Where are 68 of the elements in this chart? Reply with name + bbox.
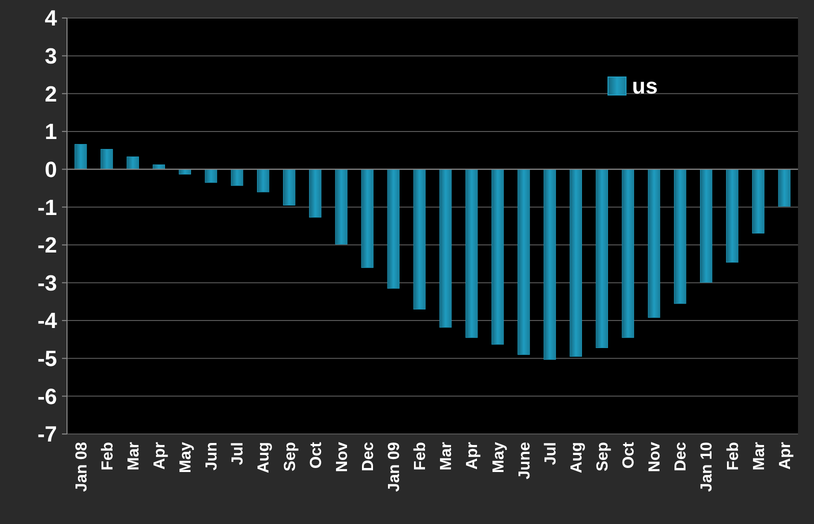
y-tick-label: -6 [37,384,57,409]
bar [726,169,738,263]
bar [126,156,139,170]
x-tick-label: Apr [776,442,794,470]
x-tick-label: Apr [151,442,168,470]
x-tick-label: Jan 09 [386,442,404,492]
bar [335,169,348,244]
y-tick-label: 1 [44,119,57,144]
y-tick-label: 3 [44,44,57,69]
x-tick-label: Nov [646,442,664,472]
x-tick-label: Feb [724,442,742,470]
y-tick-label: -3 [37,270,57,296]
x-tick-label: May [178,442,195,474]
x-tick-label: Oct [620,441,638,469]
legend-label: us [632,74,658,99]
x-tick-label: Mar [438,442,456,470]
bar [674,169,686,304]
x-tick-label: Apr [464,442,482,470]
x-tick-label: Nov [334,442,351,472]
x-tick-label: Feb [99,442,116,470]
bar [465,169,478,338]
bar [778,169,790,207]
bar [256,169,270,192]
bar [752,169,764,234]
x-tick-label: Sep [282,442,299,472]
x-tick-label: Jan 10 [698,442,716,492]
bar [361,169,374,268]
bar [283,169,296,206]
x-tick-label: Oct [308,441,325,469]
bar [622,169,634,338]
bar [544,169,556,360]
x-tick-label: Dec [672,442,690,472]
bar [387,169,400,289]
y-tick-label: 4 [44,6,58,31]
y-tick-label: 0 [44,156,57,182]
bar [152,164,165,170]
bar [648,169,660,318]
bar [596,169,608,348]
x-tick-label: Dec [360,442,377,472]
x-tick-label: Jul [542,442,560,466]
x-tick-label: Feb [412,442,430,470]
bar [570,169,582,357]
x-tick-label: June [516,442,534,480]
x-tick-label: Jul [230,442,247,466]
bar [204,169,218,183]
x-tick-label: Jun [204,442,221,470]
bar [518,169,530,355]
y-tick-label: -2 [37,232,57,258]
bar [74,144,87,170]
bar [309,169,322,218]
y-tick-label: -4 [37,308,58,334]
x-tick-label: Mar [125,442,142,470]
x-tick-label: May [490,442,508,474]
x-tick-label: Aug [568,442,586,474]
x-tick-label: Jan 08 [73,442,90,492]
bar [492,169,504,345]
bar [413,169,426,310]
bar [230,169,244,186]
y-tick-label: -5 [37,346,57,372]
x-tick-label: Sep [594,442,612,472]
x-tick-label: Aug [256,442,273,474]
y-tick-label: -1 [37,194,57,220]
bar [100,148,113,170]
y-tick-label: -7 [37,422,57,447]
bar [439,169,452,328]
x-tick-label: Mar [750,442,768,470]
y-tick-label: 2 [44,81,57,106]
bar [700,169,712,283]
